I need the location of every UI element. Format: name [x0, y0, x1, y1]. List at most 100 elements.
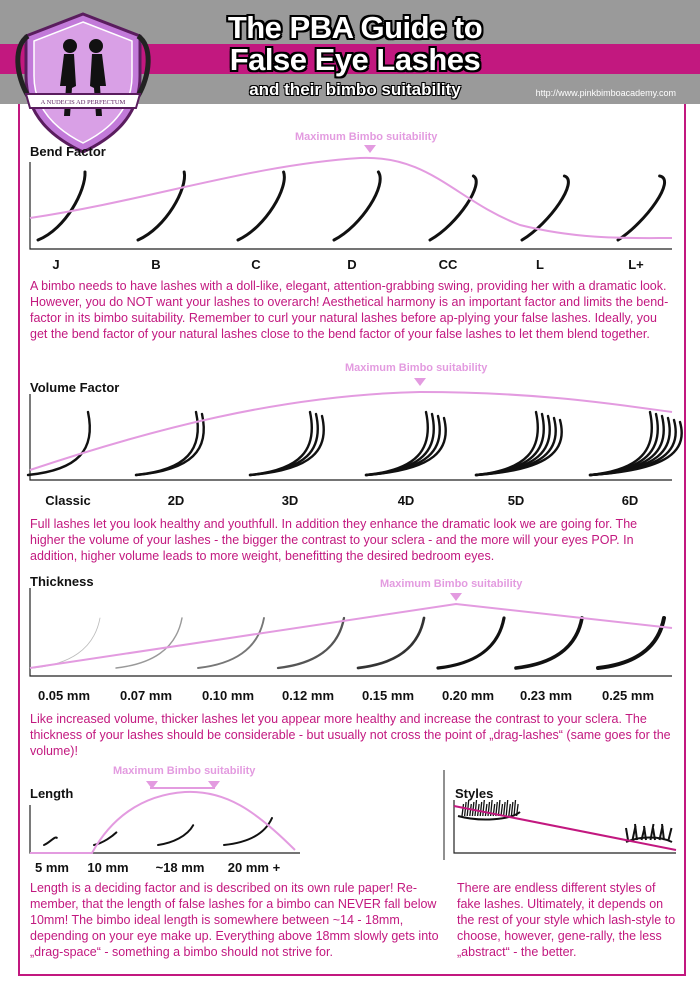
- styles-lash-abstract-5: [649, 823, 655, 841]
- bend-suitability-curve: [29, 156, 673, 240]
- length-label-3: 20 mm +: [227, 860, 281, 875]
- length-lash-0: [43, 836, 58, 846]
- styles-lash-natural-18: [508, 803, 511, 817]
- thickness-lash-0: [33, 617, 101, 669]
- thickness-title: Thickness: [30, 574, 94, 589]
- website-url: http://www.pinkbimboacademy.com: [535, 88, 676, 98]
- bend-lash-6: [616, 174, 667, 242]
- volume-description: Full lashes let you look healthy and you…: [30, 517, 638, 563]
- styles-title: Styles: [455, 786, 494, 801]
- volume-max-marker: [414, 378, 426, 386]
- thickness-label-1: 0.07 mm: [119, 688, 173, 703]
- styles-lash-abstract-0: [625, 827, 629, 841]
- bend-lash-5: [520, 174, 570, 242]
- styles-lash-abstract-6: [652, 827, 656, 841]
- length-max-marker-left: [146, 781, 158, 789]
- length-max-label: Maximum Bimbo suitability: [113, 765, 256, 777]
- styles-lash-natural-20: [513, 799, 517, 817]
- bend-factor-title: Bend Factor: [30, 144, 106, 159]
- volume-suitability-curve: [29, 390, 673, 471]
- styles-lash-natural-8: [482, 799, 485, 817]
- volume-label-0: Classic: [45, 493, 91, 508]
- volume-lash-1-0: [134, 410, 199, 477]
- thickness-max-marker: [450, 593, 462, 601]
- bend-axes: [29, 162, 672, 250]
- bend-lash-1: [136, 170, 186, 242]
- volume-label-1: 2D: [167, 493, 185, 508]
- page-subtitle: and their bimbo suitability: [249, 80, 461, 99]
- thickness-lash-5: [436, 616, 506, 670]
- bend-label-0: J: [52, 257, 60, 272]
- styles-lash-abstract-4: [643, 825, 647, 841]
- bend-lash-3: [332, 170, 382, 242]
- bend-max-label: Maximum Bimbo suitability: [295, 131, 438, 143]
- styles-lash-natural-15: [500, 803, 504, 817]
- length-description: Length is a deciding factor and is descr…: [30, 881, 439, 959]
- volume-factor-title: Volume Factor: [30, 380, 120, 395]
- page-title-line2: False Eye Lashes: [229, 42, 481, 77]
- thickness-lash-6: [514, 616, 584, 670]
- volume-label-4: 5D: [507, 493, 525, 508]
- bend-lash-4: [428, 174, 478, 242]
- logo-banner-text: A NUDECIS AD PERFECTUM: [41, 99, 126, 106]
- thickness-label-7: 0.25 mm: [601, 688, 655, 703]
- volume-label-3: 4D: [397, 493, 415, 508]
- volume-lash-0-0: [26, 410, 91, 477]
- length-lash-3: [223, 817, 273, 846]
- thickness-lash-1: [115, 617, 183, 669]
- styles-description: There are endless different styles of fa…: [457, 881, 676, 959]
- styles-axes: [453, 800, 676, 854]
- styles-lash-natural-14: [497, 799, 501, 817]
- length-suitability-curve: [30, 790, 296, 854]
- styles-lash-natural-16: [502, 801, 506, 817]
- page-title-line1: The PBA Guide to: [227, 10, 483, 45]
- styles-lash-natural-5: [474, 799, 478, 817]
- length-label-2: ~18 mm: [155, 860, 205, 875]
- styles-lash-natural-base: [457, 811, 521, 821]
- volume-max-label: Maximum Bimbo suitability: [345, 362, 488, 374]
- thickness-lash-2: [197, 617, 265, 669]
- styles-lash-natural-19: [510, 801, 514, 817]
- thickness-max-label: Maximum Bimbo suitability: [380, 578, 523, 590]
- styles-lash-natural-17: [505, 799, 509, 817]
- thickness-label-0: 0.05 mm: [37, 688, 91, 703]
- length-axes: [29, 805, 300, 854]
- bend-lash-0: [36, 170, 87, 242]
- styles-lash-abstract-9: [667, 827, 673, 841]
- styles-lash-natural-7: [479, 801, 483, 817]
- volume-lash-4-4: [474, 418, 563, 477]
- styles-lash-natural-0: [461, 803, 465, 817]
- thickness-label-2: 0.10 mm: [201, 688, 255, 703]
- volume-lash-1-1: [134, 412, 205, 477]
- page-header: The PBA Guide to False Eye Lashes and th…: [0, 0, 700, 104]
- bend-lash-2: [236, 170, 286, 242]
- bend-label-1: B: [151, 257, 161, 272]
- volume-lash-3-3: [364, 416, 447, 477]
- thickness-lash-4: [356, 616, 426, 670]
- styles-lash-natural-9: [484, 803, 488, 817]
- length-title: Length: [30, 786, 74, 801]
- length-label-1: 10 mm: [87, 860, 129, 875]
- volume-lash-5-5: [588, 420, 683, 477]
- bend-label-3: D: [347, 257, 357, 272]
- styles-lash-abstract-2: [634, 823, 638, 841]
- volume-axes: [29, 394, 672, 481]
- thickness-label-4: 0.15 mm: [361, 688, 415, 703]
- length-lash-2: [157, 824, 195, 846]
- thickness-label-5: 0.20 mm: [441, 688, 495, 703]
- thickness-suitability-curve: [29, 602, 673, 669]
- bend-label-4: CC: [438, 257, 458, 272]
- thickness-description: Like increased volume, thicker lashes le…: [30, 712, 671, 758]
- thickness-lash-3: [276, 616, 346, 670]
- thickness-label-6: 0.23 mm: [519, 688, 573, 703]
- volume-lash-2-2: [248, 414, 325, 477]
- length-max-marker-right: [208, 781, 220, 789]
- bend-label-2: C: [251, 257, 261, 272]
- academy-logo: A NUDECIS AD PERFECTUM: [15, 12, 151, 154]
- volume-label-2: 3D: [281, 493, 299, 508]
- styles-suitability-line: [453, 805, 677, 851]
- bend-label-5: L: [536, 257, 544, 272]
- bend-max-marker: [364, 145, 376, 153]
- bend-description: A bimbo needs to have lashes with a doll…: [30, 279, 669, 341]
